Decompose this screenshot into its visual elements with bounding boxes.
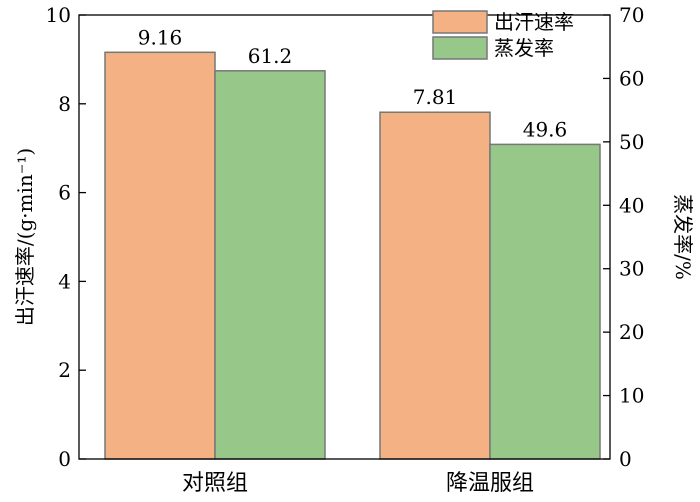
bar-0-0 [104, 51, 216, 460]
y-tick-label-4: 8 [58, 92, 71, 116]
data-label-1-1: 49.6 [523, 117, 568, 141]
axes-layer: 对照组 降温服组 0 2 4 6 8 10 0 10 20 30 40 50 60 70 [46, 3, 645, 496]
y2-tick-label-0: 0 [619, 447, 632, 471]
legend-swatch-0 [432, 10, 488, 34]
x-tick-label-1: 降温服组 [446, 471, 534, 496]
y-axis-title: 出汗速率/(g·min⁻¹) [13, 148, 37, 326]
y2-tick-label-2: 20 [619, 320, 644, 344]
y2-tick-label-4: 40 [619, 193, 644, 217]
x-tick-label-0: 对照组 [182, 471, 248, 496]
legend-swatch-1 [432, 36, 488, 60]
data-label-1-0: 7.81 [413, 85, 458, 109]
y2-axis-title: 蒸发率/% [671, 194, 695, 280]
y-tick-label-2: 4 [58, 269, 71, 293]
y2-tick-label-1: 10 [619, 384, 644, 408]
legend-label-0: 出汗速率 [494, 10, 574, 34]
bars-layer [104, 51, 601, 460]
data-label-0-0: 9.16 [138, 25, 183, 49]
y2-tick-label-3: 30 [619, 257, 644, 281]
data-label-0-1: 61.2 [248, 44, 293, 68]
y-tick-label-0: 0 [58, 447, 71, 471]
y2-tick-label-6: 60 [619, 66, 644, 90]
legend-label-1: 蒸发率 [494, 36, 554, 60]
y-tick-label-1: 2 [58, 358, 71, 382]
plot-frame [78, 14, 611, 460]
bar-1-0 [379, 111, 491, 460]
y2-tick-label-5: 50 [619, 130, 644, 154]
y-tick-label-3: 6 [58, 181, 71, 205]
data-labels-layer: 9.16 61.2 7.81 49.6 [138, 25, 568, 141]
bar-1-1 [489, 143, 601, 460]
y2-tick-label-7: 70 [619, 3, 644, 27]
bar-0-1 [214, 70, 326, 460]
y-tick-label-5: 10 [46, 3, 71, 27]
